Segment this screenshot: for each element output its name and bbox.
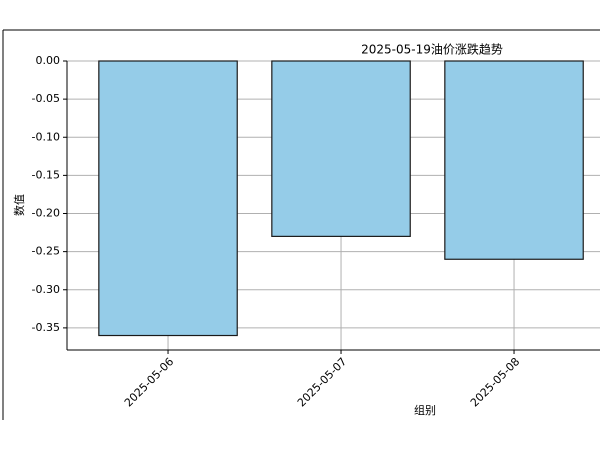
y-tick-label: -0.20 <box>32 207 60 220</box>
bar <box>271 60 411 237</box>
x-tick-label: 2025-05-06 <box>122 355 176 409</box>
x-tick-label: 2025-05-07 <box>295 355 349 409</box>
y-tick-label: -0.10 <box>32 130 60 143</box>
y-tick-label: -0.30 <box>32 283 60 296</box>
bar <box>444 60 584 260</box>
x-tick-label: 2025-05-08 <box>468 355 522 409</box>
y-tick-label: 0.00 <box>36 54 61 67</box>
y-tick-label: -0.25 <box>32 245 60 258</box>
bar <box>98 60 238 337</box>
y-tick-label: -0.15 <box>32 168 60 181</box>
x-axis-label: 组别 <box>414 403 436 417</box>
y-tick-label: -0.05 <box>32 92 60 105</box>
y-tick-label: -0.35 <box>32 321 60 334</box>
chart-title: 2025-05-19油价涨跌趋势 <box>361 42 503 57</box>
y-axis-label: 数值 <box>13 194 26 216</box>
